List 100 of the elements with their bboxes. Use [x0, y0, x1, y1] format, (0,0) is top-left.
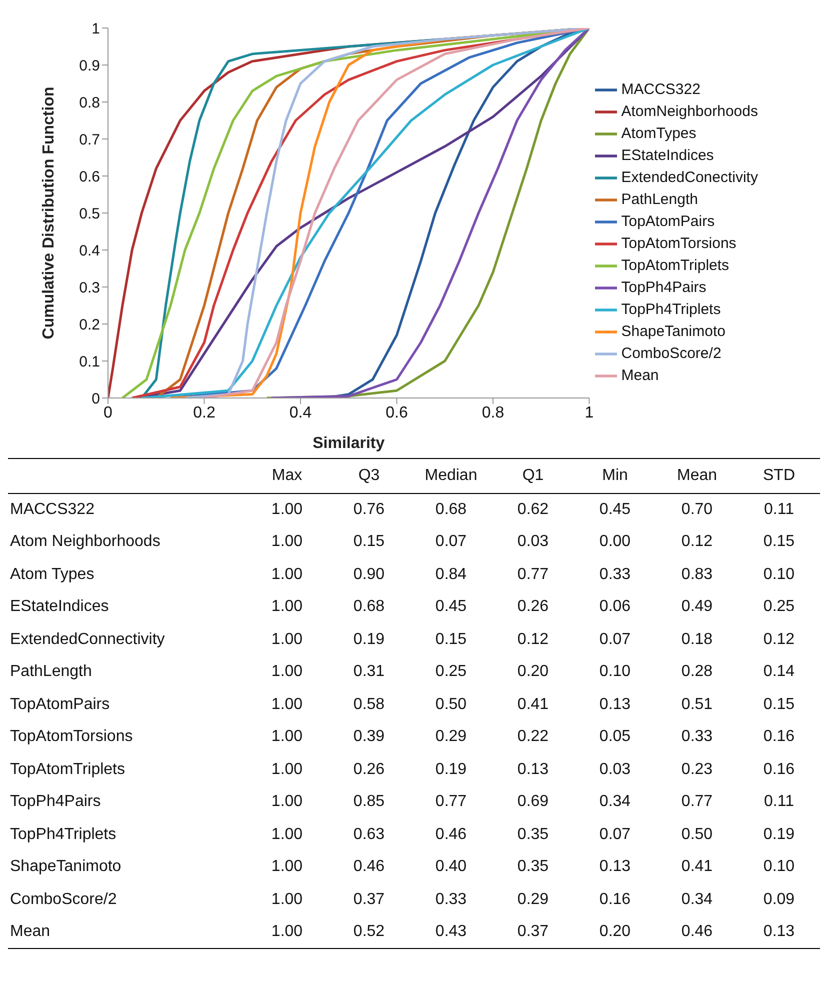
data-label: 1.00: [246, 851, 328, 884]
y-tick-label: PathLength: [9, 662, 93, 682]
data-label: 0.07: [574, 624, 656, 656]
data-label: 0.16: [574, 884, 656, 916]
data-label: 0.58: [328, 688, 410, 721]
y-tick-label: TopAtomTorsions: [9, 727, 134, 748]
data-label: 1.00: [246, 494, 328, 526]
data-label: 0.20: [574, 916, 656, 948]
data-label: 0.70: [656, 494, 738, 526]
y-tick-label: Mean: [9, 922, 52, 942]
y-tick-label: TopAtomTriplets: [9, 760, 126, 780]
data-label: 1.00: [246, 721, 328, 754]
data-label: 1.00: [246, 656, 328, 688]
data-label: 0.35: [492, 818, 574, 851]
data-label: 0.49: [656, 591, 738, 624]
data-label: 0.41: [656, 851, 738, 884]
data-label: 0.84: [410, 558, 492, 591]
data-label: 0.90: [328, 558, 410, 591]
legend-label: TopAtomPairs: [621, 212, 715, 230]
y-tick-label: ShapeTanimoto: [9, 857, 122, 878]
x-tick-label: 0.2: [193, 404, 216, 422]
data-label: 1.00: [246, 558, 328, 591]
y-tick-label: TopAtomPairs: [9, 694, 111, 715]
y-tick-label: 0.1: [79, 353, 100, 370]
data-label: 0.23: [656, 754, 738, 786]
legend-label: ExtendedConectivity: [621, 168, 758, 186]
data-label: 0.25: [410, 656, 492, 688]
data-label: 0.22: [492, 721, 574, 754]
x-tick-label: 0.8: [482, 404, 504, 422]
data-label: 0.28: [656, 656, 738, 688]
y-tick-label: 0.7: [79, 131, 100, 148]
data-label: 0.13: [738, 916, 820, 948]
y-tick-label: 0.4: [79, 242, 100, 260]
x-tick-label: Max: [270, 466, 304, 486]
y-tick-label: 0.3: [79, 279, 100, 296]
legend-label: ShapeTanimoto: [621, 322, 726, 340]
x-tick-label: STD: [762, 466, 796, 486]
data-label: 0.18: [656, 624, 738, 656]
data-label: 1.00: [246, 754, 328, 786]
data-label: 0.20: [492, 656, 574, 688]
y-tick-label: ExtendedConnectivity: [9, 630, 166, 650]
y-tick-label: 0.6: [79, 168, 100, 186]
legend-label: TopPh4Pairs: [621, 278, 706, 296]
data-label: 0.34: [656, 884, 738, 916]
data-label: 0.11: [738, 786, 820, 818]
data-label: 0.46: [410, 818, 492, 851]
data-label: 0.10: [738, 558, 820, 591]
data-label: 0.77: [410, 786, 492, 818]
data-label: 0.12: [738, 624, 820, 656]
data-label: 0.31: [328, 656, 410, 688]
data-label: 0.33: [656, 721, 738, 754]
data-label: 0.46: [328, 851, 410, 884]
data-label: 0.40: [410, 851, 492, 884]
legend-label: EStateIndices: [621, 146, 714, 164]
data-label: 0.85: [328, 786, 410, 818]
data-label: 0.41: [492, 688, 574, 721]
y-tick-label: Atom Types: [9, 564, 96, 585]
legend-label: PathLength: [621, 190, 698, 208]
y-tick-label: TopPh4Triplets: [9, 824, 118, 845]
data-label: 0.15: [738, 688, 820, 721]
data-label: 0.14: [738, 656, 820, 688]
y-tick-label: MACCS322: [9, 500, 96, 520]
x-tick-label: Min: [601, 466, 629, 486]
y-tick-label: 0: [92, 390, 100, 408]
data-label: 0.19: [328, 624, 410, 656]
legend-label: TopAtomTorsions: [621, 234, 736, 252]
data-label: 0.45: [574, 494, 656, 526]
data-label: 0.10: [738, 851, 820, 884]
x-axis-title: Similarity: [312, 435, 385, 452]
data-label: 0.03: [492, 526, 574, 558]
data-label: 0.50: [410, 688, 492, 721]
data-label: 0.06: [574, 591, 656, 624]
y-tick-label: 0.5: [79, 205, 100, 222]
data-label: 0.15: [328, 526, 410, 558]
legend-label: Mean: [621, 366, 659, 384]
data-label: 0.63: [328, 818, 410, 851]
data-label: 0.13: [492, 754, 574, 786]
data-label: 0.77: [492, 558, 574, 591]
data-label: 0.16: [738, 721, 820, 754]
y-axis-title: Cumulative Distribution Function: [40, 86, 58, 340]
y-tick-label: 0.9: [79, 57, 100, 74]
data-label: 0.05: [574, 721, 656, 754]
data-label: 1.00: [246, 786, 328, 818]
x-tick-label: Q3: [357, 466, 381, 486]
data-label: 0.45: [410, 591, 492, 624]
x-tick-label: 0.4: [289, 404, 312, 422]
y-tick-label: 0.8: [79, 94, 100, 112]
data-label: 0.26: [328, 754, 410, 786]
data-label: 0.00: [574, 526, 656, 558]
data-label: 0.43: [410, 916, 492, 948]
data-label: 0.77: [656, 786, 738, 818]
data-label: 0.37: [492, 916, 574, 948]
data-label: 1.00: [246, 884, 328, 916]
data-label: 0.33: [574, 558, 656, 591]
data-label: 1.00: [246, 818, 328, 851]
data-label: 0.11: [738, 494, 820, 526]
data-label: 1.00: [246, 688, 328, 721]
data-label: 0.69: [492, 786, 574, 818]
data-label: 0.07: [410, 526, 492, 558]
y-tick-label: TopPh4Pairs: [9, 792, 102, 812]
